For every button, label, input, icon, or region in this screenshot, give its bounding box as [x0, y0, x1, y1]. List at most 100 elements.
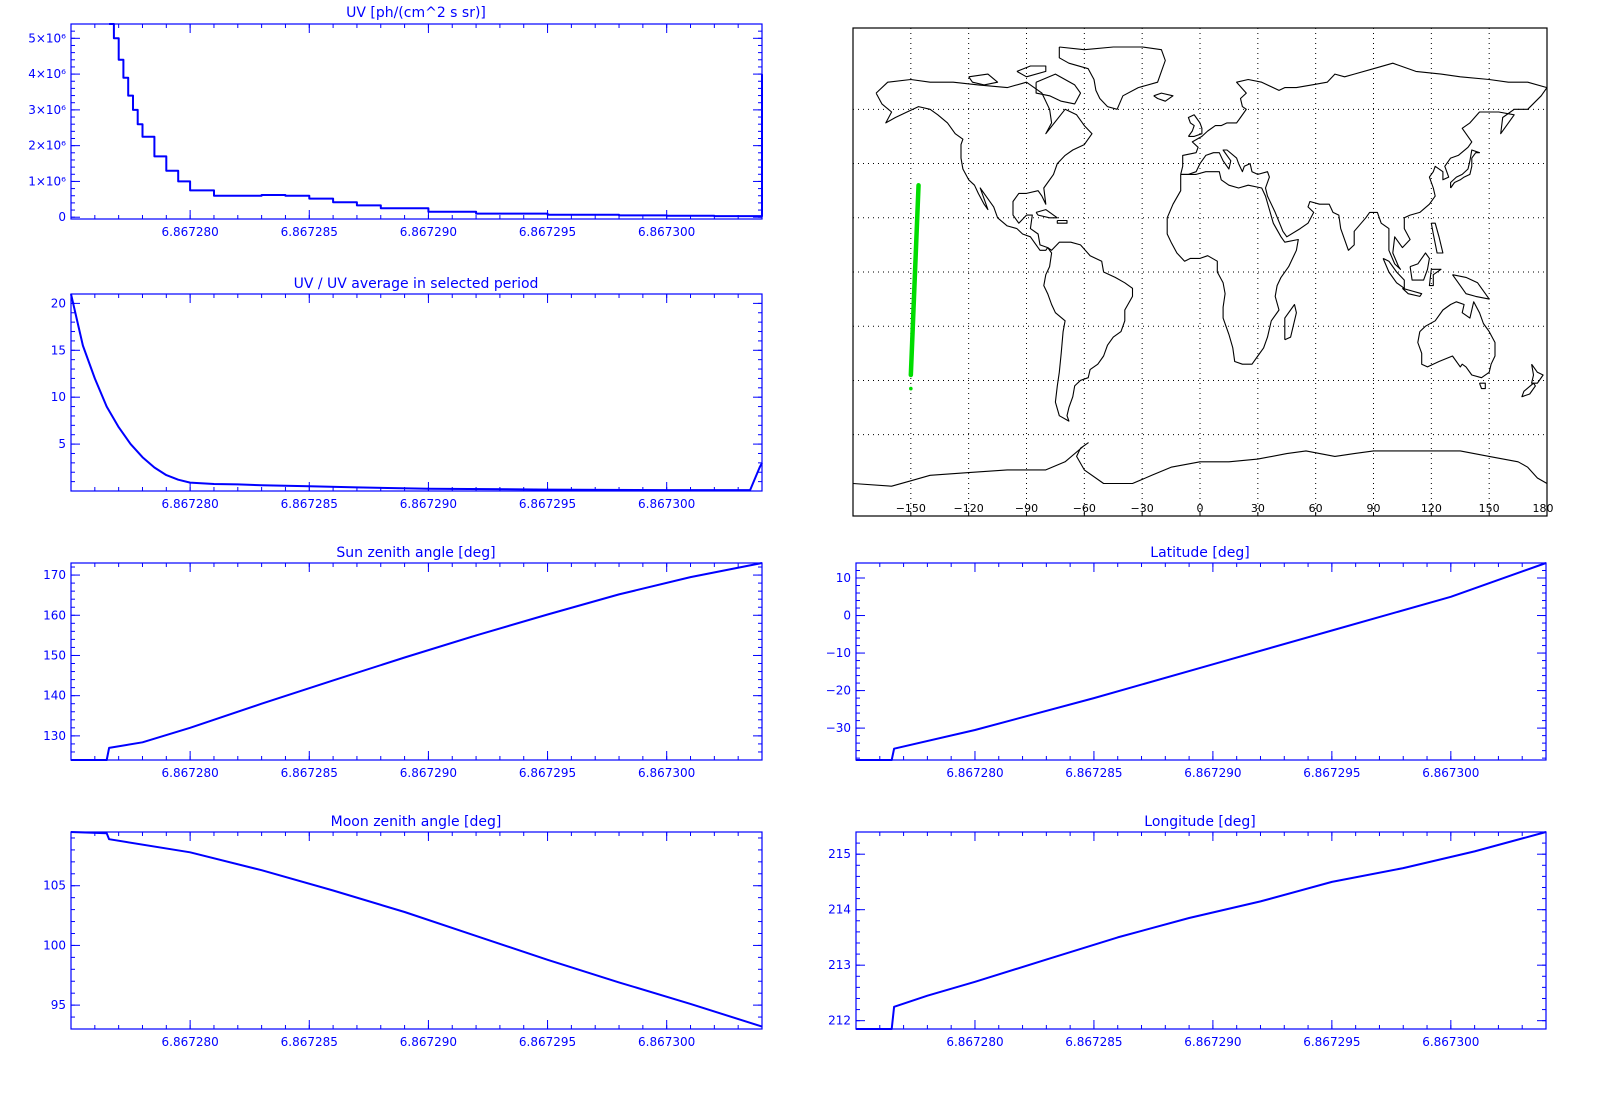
coastline: [1180, 62, 1548, 270]
coastline: [1428, 268, 1442, 287]
lat-series-line: [856, 562, 1547, 761]
coastline: [1521, 382, 1536, 398]
lat-plot-frame: [855, 562, 1547, 761]
lon-plot-frame: [855, 831, 1547, 1030]
coastline: [1452, 274, 1490, 300]
ratio-y-tick-label: 10: [51, 390, 66, 404]
lat-y-tick-label: −10: [826, 646, 851, 660]
sza-y-tick-label: 170: [43, 568, 66, 582]
map-lon-label: 60: [1309, 502, 1323, 515]
coastline: [1058, 46, 1166, 110]
ratio-y-tick-label: 20: [51, 296, 66, 310]
ratio-y-tick-label: 5: [58, 437, 66, 451]
map-lon-label: −60: [1073, 502, 1096, 515]
ratio-title: UV / UV average in selected period: [294, 276, 539, 292]
mza-x-tick-label: 6.867285: [281, 1035, 338, 1049]
ground-track-marker: [909, 386, 913, 391]
mza-plot-frame: [70, 831, 763, 1030]
sza-panel: Sun zenith angle [deg] 6.867280 6.867285 6…: [43, 545, 763, 780]
coastline: [1035, 73, 1082, 105]
lat-x-tick-label: 6.867280: [946, 766, 1003, 780]
ratio-x-tick-label: 6.867300: [638, 497, 695, 511]
map-lon-label: 120: [1421, 502, 1442, 515]
uv-y-tick-label: 3×10⁶: [28, 103, 66, 117]
lat-y-tick-label: −30: [826, 721, 851, 735]
sza-x-tick-label: 6.867295: [519, 766, 576, 780]
sza-x-tick-label: 6.867280: [162, 766, 219, 780]
lon-x-tick-label: 6.867290: [1184, 1035, 1241, 1049]
lon-title: Longitude [deg]: [1144, 814, 1255, 830]
map-lon-label: −90: [1015, 502, 1038, 515]
coastline: [1531, 363, 1544, 384]
lon-panel: Longitude [deg] 6.867280 6.867285 6.867290…: [828, 814, 1547, 1049]
uv-plot-frame: [70, 23, 763, 220]
uv-x-tick-label: 6.867280: [162, 225, 219, 239]
ratio-x-tick-label: 6.867295: [519, 497, 576, 511]
uv-y-tick-label: 5×10⁶: [28, 31, 66, 45]
lon-x-tick-label: 6.867280: [946, 1035, 1003, 1049]
lon-y-tick-label: 214: [828, 903, 851, 917]
coastline: [1035, 209, 1058, 219]
map-lon-label: 0: [1197, 502, 1204, 515]
map-lon-label: 180: [1533, 502, 1554, 515]
sza-title: Sun zenith angle [deg]: [336, 545, 495, 561]
uv-x-tick-label: 6.867290: [400, 225, 457, 239]
ground-track-line: [908, 182, 921, 378]
coastline: [1284, 303, 1297, 341]
map-lon-label: −150: [896, 502, 926, 515]
map-lon-label: 150: [1479, 502, 1500, 515]
coastline: [968, 73, 999, 86]
map-panel: −150 −120 −90 −60 −30 0 30 60 90 120 150 180: [852, 27, 1554, 517]
sza-y-tick-label: 150: [43, 648, 66, 662]
mza-series-line: [70, 831, 763, 1028]
lat-x-tick-label: 6.867300: [1422, 766, 1479, 780]
ratio-x-tick-label: 6.867285: [281, 497, 338, 511]
lon-y-tick-label: 215: [828, 847, 851, 861]
mza-y-tick-label: 100: [43, 938, 66, 952]
lat-x-tick-label: 6.867290: [1184, 766, 1241, 780]
sza-y-tick-label: 130: [43, 729, 66, 743]
sza-x-tick-label: 6.867300: [638, 766, 695, 780]
coastline: [875, 78, 1093, 251]
coastline: [1478, 382, 1486, 390]
mza-x-tick-label: 6.867290: [400, 1035, 457, 1049]
coastline: [852, 442, 1548, 487]
lon-y-tick-label: 212: [828, 1014, 851, 1028]
coastline: [1402, 287, 1423, 297]
mza-title: Moon zenith angle [deg]: [331, 814, 502, 830]
coastline: [1430, 222, 1444, 254]
coastline: [1450, 149, 1481, 189]
mza-x-tick-label: 6.867295: [519, 1035, 576, 1049]
ratio-x-tick-label: 6.867290: [400, 497, 457, 511]
lat-x-tick-label: 6.867295: [1303, 766, 1360, 780]
map-lon-label: 30: [1251, 502, 1265, 515]
lon-y-tick-label: 213: [828, 958, 851, 972]
sza-y-tick-label: 160: [43, 608, 66, 622]
ratio-y-tick-label: 15: [51, 343, 66, 357]
mza-y-tick-label: 105: [43, 879, 66, 893]
map-lon-label: −120: [954, 502, 984, 515]
coastline: [1166, 171, 1299, 365]
mza-panel: Moon zenith angle [deg] 6.867280 6.867285…: [43, 814, 763, 1049]
lon-x-tick-label: 6.867285: [1065, 1035, 1122, 1049]
coastline: [1056, 219, 1068, 224]
coastline: [1043, 241, 1134, 422]
sza-y-tick-label: 140: [43, 689, 66, 703]
coastline: [1187, 114, 1203, 137]
lat-y-tick-label: 10: [836, 571, 851, 585]
uv-y-tick-label: 4×10⁶: [28, 67, 66, 81]
coastline: [1153, 92, 1174, 102]
coastline: [1409, 252, 1430, 281]
uv-panel: UV [ph/(cm^2 s sr)] 6.867280 6.867285 6.86…: [28, 5, 763, 239]
lat-y-tick-label: 0: [843, 609, 851, 623]
lon-series-line: [856, 831, 1547, 1030]
uv-x-tick-label: 6.867295: [519, 225, 576, 239]
map-frame: [852, 27, 1548, 517]
lat-x-tick-label: 6.867285: [1065, 766, 1122, 780]
mza-x-tick-label: 6.867300: [638, 1035, 695, 1049]
sza-series-line: [71, 562, 763, 761]
coastline: [1016, 65, 1047, 78]
lat-title: Latitude [deg]: [1150, 545, 1249, 561]
sza-plot-frame: [70, 562, 763, 761]
